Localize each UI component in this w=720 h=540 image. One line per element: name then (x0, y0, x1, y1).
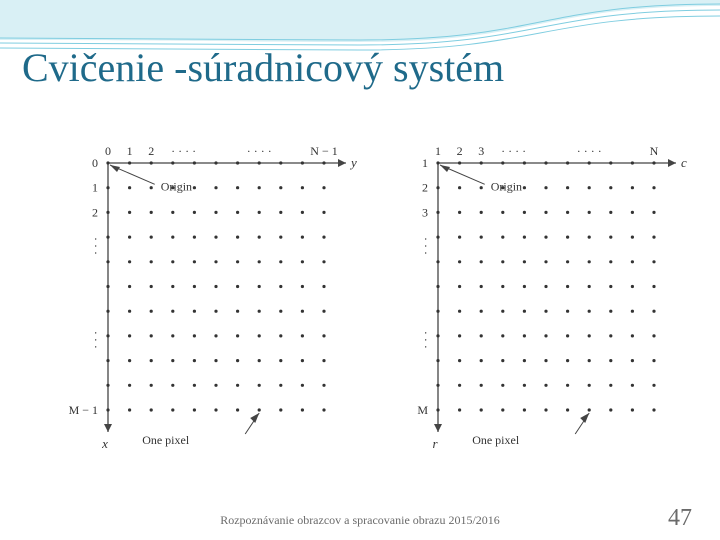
page-number: 47 (668, 505, 692, 532)
coordinate-system-right: c r 1 2 3 · · · · · · · · N 1 2 3 · · · · · · M Origin… (390, 135, 690, 460)
svg-text:N − 1: N − 1 (310, 144, 337, 158)
svg-text:0: 0 (105, 144, 111, 158)
svg-text:Origin: Origin (491, 179, 522, 193)
svg-text:N: N (650, 144, 659, 158)
svg-text:· · ·: · · · (419, 331, 433, 349)
svg-text:One pixel: One pixel (142, 433, 190, 447)
footer-text: Rozpoznávanie obrazcov a spracovanie obr… (0, 513, 720, 528)
page-title: Cvičenie -súradnicový systém (22, 44, 504, 91)
svg-text:· · · ·: · · · · (171, 144, 196, 158)
svg-text:r: r (432, 436, 438, 451)
svg-text:· · · ·: · · · · (247, 144, 272, 158)
svg-text:· · ·: · · · (419, 237, 433, 255)
svg-text:Origin: Origin (161, 179, 192, 193)
svg-text:One pixel: One pixel (472, 433, 520, 447)
svg-text:2: 2 (422, 181, 428, 195)
svg-text:0: 0 (92, 156, 98, 170)
svg-text:M: M (417, 403, 428, 417)
svg-text:y: y (349, 155, 357, 170)
svg-text:3: 3 (422, 205, 428, 219)
svg-text:3: 3 (478, 144, 484, 158)
svg-text:x: x (101, 436, 108, 451)
svg-text:· · ·: · · · (89, 331, 103, 349)
svg-text:2: 2 (457, 144, 463, 158)
svg-text:1: 1 (435, 144, 441, 158)
svg-text:2: 2 (148, 144, 154, 158)
svg-text:· · · ·: · · · · (501, 144, 526, 158)
svg-text:1: 1 (92, 181, 98, 195)
svg-text:· · ·: · · · (89, 237, 103, 255)
svg-text:1: 1 (127, 144, 133, 158)
svg-text:1: 1 (422, 156, 428, 170)
svg-text:M − 1: M − 1 (69, 403, 98, 417)
svg-text:2: 2 (92, 205, 98, 219)
svg-text:· · · ·: · · · · (577, 144, 602, 158)
coordinate-system-left: y x 0 1 2 · · · · · · · · N − 1 0 1 2 · · · · · · M −… (60, 135, 360, 460)
svg-text:c: c (681, 155, 687, 170)
